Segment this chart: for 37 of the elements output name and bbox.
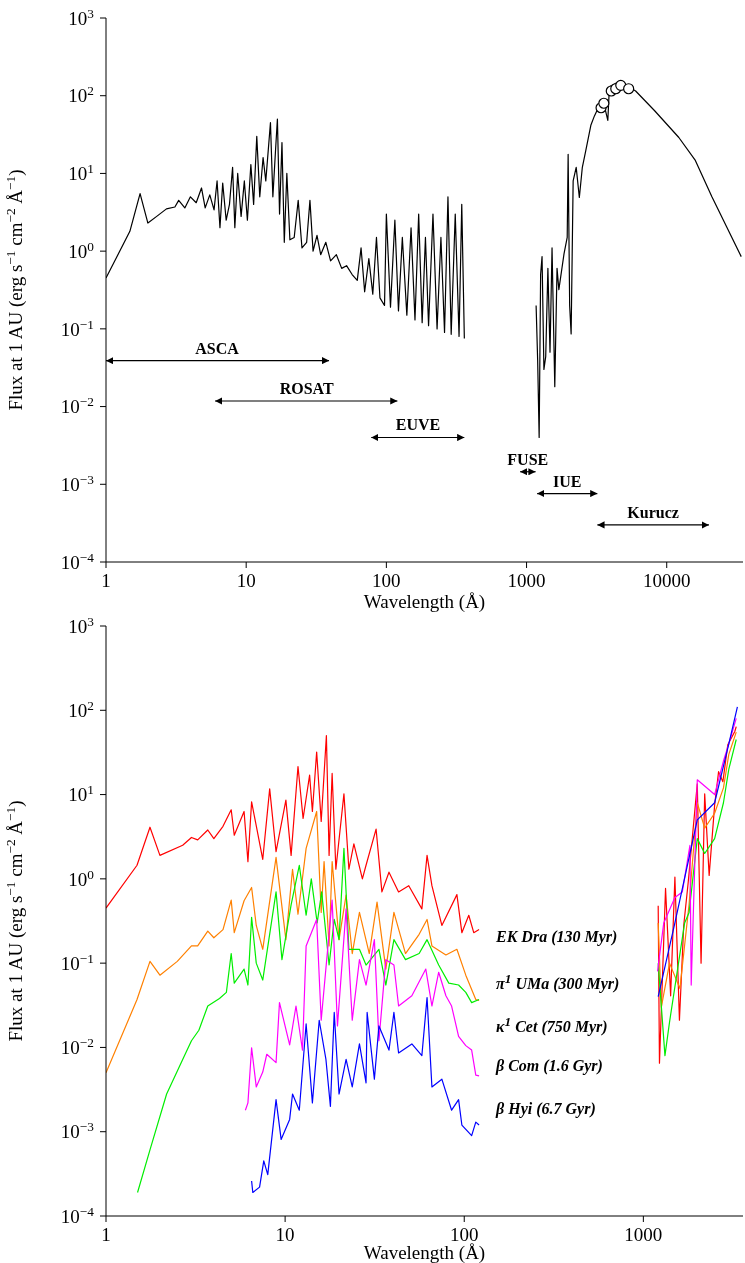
annotation: Kurucz	[627, 503, 679, 521]
x-tick-label: 1000	[507, 570, 546, 591]
x-axis-title: Wavelength (Å)	[363, 591, 486, 613]
y-tick-label: 10$^{2}$	[68, 697, 94, 721]
x-tick-label: 1	[101, 1224, 111, 1245]
annotation: FUSE	[507, 450, 549, 468]
y-tick-label: 10$^{0}$	[68, 238, 95, 262]
y-tick-label: 10$^{−2}$	[60, 1034, 94, 1059]
x-tick-label: 1	[101, 570, 111, 591]
y-tick-label: 10$^{−4}$	[60, 1203, 95, 1227]
series-label: EK Dra (130 Myr)	[496, 928, 618, 946]
annotation: ASCA	[195, 339, 240, 357]
x-tick-label: 10	[236, 570, 256, 591]
y-tick-label: 10$^{−3}$	[60, 1118, 95, 1143]
annotation: ROSAT	[279, 379, 334, 397]
annotation: IUE	[552, 472, 582, 490]
series-label: β Com (1.6 Gyr)	[496, 1057, 603, 1075]
series-label: π$^{1}$ UMa (300 Myr)	[496, 971, 620, 994]
annotation: EUVE	[395, 416, 441, 434]
x-tick-label: 100	[372, 570, 401, 591]
x-axis-title: Wavelength (Å)	[363, 1242, 486, 1263]
x-tick-label: 1000	[624, 1224, 663, 1245]
series-label: κ$^{1}$ Cet (750 Myr)	[496, 1014, 608, 1037]
y-tick-label: 10$^{−4}$	[60, 549, 95, 573]
x-tick-label: 10	[275, 1224, 295, 1245]
y-tick-label: 10$^{−3}$	[60, 471, 95, 495]
y-tick-label: 10$^{0}$	[68, 866, 95, 890]
y-tick-label: 10$^{−1}$	[60, 950, 94, 974]
y-tick-label: 10$^{−2}$	[60, 393, 94, 418]
y-tick-label: 10$^{−1}$	[60, 316, 94, 340]
y-tick-label: 10$^{1}$	[68, 781, 94, 806]
y-tick-label: 10$^{3}$	[68, 613, 95, 637]
y-tick-label: 10$^{1}$	[68, 160, 94, 185]
y-tick-label: 10$^{2}$	[68, 82, 94, 107]
series-label: β Hyi (6.7 Gyr)	[496, 1100, 596, 1118]
x-tick-label: 10000	[642, 570, 691, 591]
y-tick-label: 10$^{3}$	[68, 5, 95, 29]
